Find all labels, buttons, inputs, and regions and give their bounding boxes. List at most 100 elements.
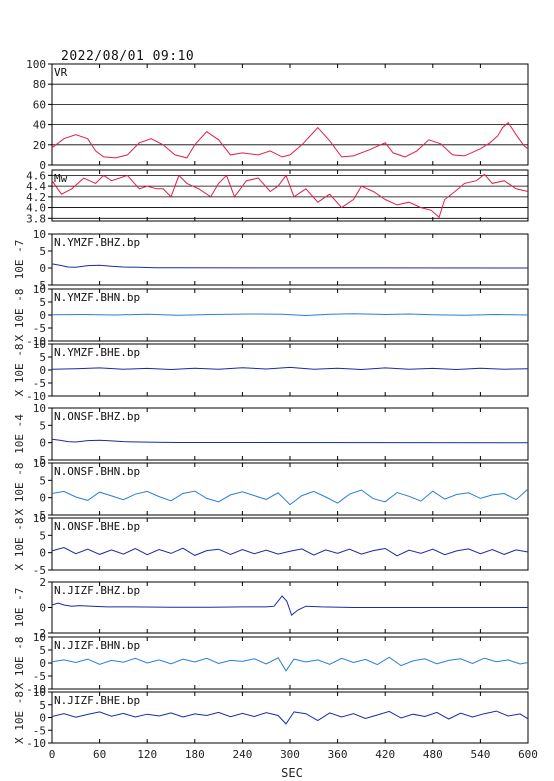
y-tick-label: 5 bbox=[39, 699, 46, 712]
y-tick-label: 0 bbox=[39, 602, 46, 615]
panel-frame bbox=[51, 343, 529, 397]
y-axis-label: X 10E -8 bbox=[13, 463, 26, 516]
y-tick-label: 5 bbox=[39, 296, 46, 309]
y-tick-label: 10 bbox=[33, 402, 46, 415]
y-tick-label: 0 bbox=[39, 657, 46, 670]
y-tick-label: 100 bbox=[26, 58, 46, 71]
x-tick-label: 600 bbox=[518, 748, 538, 761]
y-tick-label: 10 bbox=[33, 512, 46, 525]
y-tick-label: -5 bbox=[33, 322, 46, 335]
y-tick-label: 0 bbox=[39, 547, 46, 560]
series-line bbox=[51, 366, 529, 371]
y-tick-label: -5 bbox=[33, 279, 46, 292]
y-tick-label: 10 bbox=[33, 283, 46, 296]
panel-frame bbox=[51, 63, 529, 166]
y-tick-label: -5 bbox=[33, 564, 46, 577]
y-tick-label: 5 bbox=[39, 351, 46, 364]
y-tick-label: 10 bbox=[33, 631, 46, 644]
y-axis-label: 10E -7 bbox=[13, 240, 26, 280]
y-tick-label: 40 bbox=[33, 119, 46, 132]
panel-frame bbox=[51, 462, 529, 516]
y-tick-label: -5 bbox=[33, 377, 46, 390]
y-tick-label: 10 bbox=[33, 338, 46, 351]
series-line bbox=[51, 121, 529, 159]
panel-label: N.JIZF.BHZ.bp bbox=[54, 584, 140, 597]
y-tick-label: 5 bbox=[39, 644, 46, 657]
y-axis-label: X 10E -8 bbox=[13, 344, 26, 397]
x-tick-label: 60 bbox=[93, 748, 106, 761]
panel-label: Mw bbox=[54, 172, 68, 185]
panel-frame bbox=[51, 169, 529, 222]
panel-label: N.YMZF.BHN.bp bbox=[54, 291, 140, 304]
y-tick-label: 0 bbox=[39, 309, 46, 322]
y-axis-label: 10E -7 bbox=[13, 588, 26, 628]
x-tick-label: 240 bbox=[232, 748, 252, 761]
x-tick-label: 120 bbox=[137, 748, 157, 761]
x-tick-label: 0 bbox=[49, 748, 56, 761]
y-tick-label: 4.4 bbox=[26, 180, 46, 193]
x-tick-label: 540 bbox=[470, 748, 490, 761]
panel-label: N.ONSF.BHE.bp bbox=[54, 520, 140, 533]
y-tick-label: 4.0 bbox=[26, 202, 46, 215]
y-tick-label: -10 bbox=[26, 335, 46, 348]
y-tick-label: 5 bbox=[39, 529, 46, 542]
y-tick-label: 2 bbox=[39, 576, 46, 589]
y-axis-label: X 10E -8 bbox=[13, 289, 26, 342]
x-tick-label: 360 bbox=[328, 748, 348, 761]
y-tick-label: 10 bbox=[33, 457, 46, 470]
panel-label: N.JIZF.BHN.bp bbox=[54, 639, 140, 652]
panel-label: N.YMZF.BHZ.bp bbox=[54, 236, 140, 249]
y-tick-label: -2 bbox=[33, 627, 46, 640]
series-line bbox=[51, 313, 529, 317]
series-line bbox=[51, 710, 529, 725]
y-tick-label: 10 bbox=[33, 228, 46, 241]
series-line bbox=[51, 595, 528, 616]
panel-frame bbox=[51, 407, 529, 461]
series-line bbox=[51, 173, 529, 219]
y-tick-label: -5 bbox=[33, 454, 46, 467]
y-axis-label: X 10E -8 bbox=[13, 637, 26, 690]
panel-label: N.ONSF.BHZ.bp bbox=[54, 410, 140, 423]
y-tick-label: 0 bbox=[39, 712, 46, 725]
x-tick-label: 420 bbox=[375, 748, 395, 761]
y-tick-label: 5 bbox=[39, 474, 46, 487]
x-tick-label: 480 bbox=[423, 748, 443, 761]
y-tick-label: 10 bbox=[33, 686, 46, 699]
y-tick-label: 60 bbox=[33, 98, 46, 111]
y-axis-label: X 10E -8 bbox=[13, 518, 26, 571]
y-tick-label: 5 bbox=[39, 419, 46, 432]
y-tick-label: -10 bbox=[26, 390, 46, 403]
y-tick-label: 4.6 bbox=[26, 169, 46, 182]
chart-title: 2022/08/01 09:10 bbox=[61, 49, 195, 64]
y-tick-label: 0 bbox=[39, 492, 46, 505]
y-tick-label: 80 bbox=[33, 78, 46, 91]
series-line bbox=[51, 546, 529, 557]
y-tick-label: 3.8 bbox=[26, 212, 46, 225]
series-line bbox=[51, 438, 529, 444]
panel-label: VR bbox=[54, 66, 68, 79]
y-tick-label: 4.2 bbox=[26, 191, 46, 204]
y-tick-label: 0 bbox=[39, 159, 46, 172]
series-line bbox=[51, 263, 529, 269]
panel-frame bbox=[51, 233, 529, 286]
y-tick-label: 20 bbox=[33, 139, 46, 152]
y-tick-label: 0 bbox=[39, 262, 46, 275]
y-axis-label: 10E -4 bbox=[13, 414, 26, 454]
y-tick-label: -5 bbox=[33, 509, 46, 522]
panel-label: N.ONSF.BHN.bp bbox=[54, 465, 140, 478]
x-axis-label: SEC bbox=[281, 766, 303, 780]
y-tick-label: 5 bbox=[39, 245, 46, 258]
x-tick-label: 180 bbox=[185, 748, 205, 761]
y-tick-label: -10 bbox=[26, 737, 46, 750]
y-tick-label: -5 bbox=[33, 670, 46, 683]
y-tick-label: 0 bbox=[39, 437, 46, 450]
panel-label: N.YMZF.BHE.bp bbox=[54, 346, 140, 359]
y-tick-label: -5 bbox=[33, 724, 46, 737]
x-tick-label: 300 bbox=[280, 748, 300, 761]
y-tick-label: 0 bbox=[39, 364, 46, 377]
y-tick-label: -10 bbox=[26, 683, 46, 696]
series-line bbox=[51, 656, 529, 672]
panel-label: N.JIZF.BHE.bp bbox=[54, 694, 140, 707]
y-axis-label: X 10E -8 bbox=[13, 691, 26, 744]
